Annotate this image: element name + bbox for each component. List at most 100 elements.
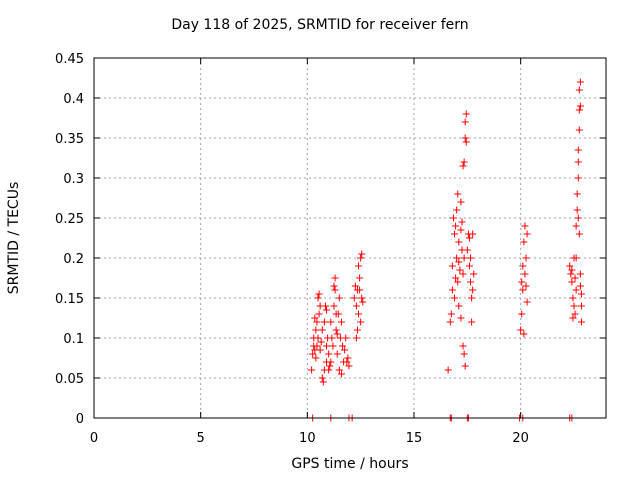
data-point [451, 230, 459, 238]
data-point [577, 290, 585, 298]
data-point [337, 318, 345, 326]
data-point [353, 326, 361, 334]
data-point [454, 278, 462, 286]
data-point [335, 366, 343, 374]
data-point [444, 366, 452, 374]
data-point [521, 222, 529, 230]
data-point [460, 254, 468, 262]
data-point [575, 230, 583, 238]
data-point [461, 134, 469, 142]
data-point [520, 330, 528, 338]
data-point [569, 294, 577, 302]
data-point [452, 274, 460, 282]
data-point [449, 214, 457, 222]
data-point [467, 278, 475, 286]
y-tick-label: 0.45 [55, 52, 84, 67]
data-point [342, 334, 350, 342]
data-point [523, 298, 531, 306]
data-point [339, 342, 347, 350]
data-point [457, 314, 465, 322]
data-point [323, 342, 331, 350]
data-point [351, 282, 359, 290]
y-axis-ticks: 0 0.05 0.1 0.15 0.2 0.25 0.3 0.35 0.4 0.45 [55, 52, 606, 427]
data-point [573, 190, 581, 198]
x-axis-label: GPS time / hours [291, 456, 409, 472]
chart-title: Day 118 of 2025, SRMTID for receiver fer… [171, 17, 469, 33]
data-point [358, 294, 366, 302]
data-point [519, 262, 527, 270]
data-point [318, 374, 326, 382]
data-point [312, 354, 320, 362]
data-point [459, 342, 467, 350]
y-tick-label: 0 [76, 412, 84, 427]
data-point [572, 254, 580, 262]
y-tick-label: 0.35 [55, 132, 84, 147]
data-point [326, 362, 334, 370]
data-point [458, 218, 466, 226]
data-point [447, 310, 455, 318]
data-point [352, 334, 360, 342]
plot-frame [93, 57, 607, 419]
data-point [567, 270, 575, 278]
data-point [344, 354, 352, 362]
data-point [448, 262, 456, 270]
data-point [453, 206, 461, 214]
data-point [465, 234, 473, 242]
x-tick-label: 10 [299, 431, 316, 446]
y-tick-label: 0.4 [63, 92, 84, 107]
data-point [343, 358, 351, 366]
y-tick-label: 0.1 [63, 332, 84, 347]
data-point [352, 302, 360, 310]
data-point [314, 334, 322, 342]
data-point [321, 302, 329, 310]
data-point [320, 318, 328, 326]
data-point [333, 330, 341, 338]
data-point [451, 294, 459, 302]
data-point [316, 346, 324, 354]
data-point [311, 314, 319, 322]
data-point [357, 318, 365, 326]
data-point [308, 366, 316, 374]
data-point [460, 158, 468, 166]
y-tick-label: 0.05 [55, 372, 84, 387]
data-point [314, 294, 322, 302]
data-point [455, 258, 463, 266]
data-point [574, 158, 582, 166]
data-point [309, 350, 317, 358]
data-point [323, 306, 331, 314]
data-point [574, 146, 582, 154]
data-point [522, 254, 530, 262]
data-point [357, 254, 365, 262]
data-point [517, 326, 525, 334]
data-point [313, 318, 321, 326]
data-point [359, 298, 367, 306]
data-point [467, 254, 475, 262]
data-point [577, 318, 585, 326]
data-point [571, 310, 579, 318]
data-point [459, 162, 467, 170]
x-axis-ticks: 0 5 10 15 20 [90, 58, 529, 446]
data-point [333, 350, 341, 358]
data-point [574, 214, 582, 222]
data-point [315, 310, 323, 318]
data-point [448, 286, 456, 294]
data-point [453, 254, 461, 262]
data-point [327, 318, 335, 326]
data-point [461, 118, 469, 126]
data-point [568, 266, 576, 274]
data-point [569, 314, 577, 322]
data-point [315, 290, 323, 298]
data-point [329, 342, 337, 350]
x-tick-label: 20 [512, 431, 529, 446]
data-point [572, 222, 580, 230]
data-point [337, 370, 345, 378]
data-point [356, 286, 364, 294]
data-point [575, 106, 583, 114]
data-point [521, 270, 529, 278]
data-point [330, 302, 338, 310]
data-point [356, 274, 364, 282]
data-point [330, 282, 338, 290]
data-point [522, 282, 530, 290]
data-point [570, 302, 578, 310]
